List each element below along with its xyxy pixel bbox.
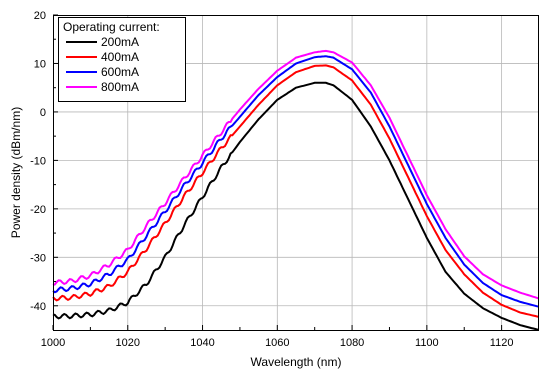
x-tick-label: 1060	[265, 337, 289, 349]
legend-title: Operating current:	[63, 20, 160, 34]
series-line-600mA	[52, 55, 539, 308]
legend-label-600mA: 600mA	[101, 65, 139, 79]
x-tick-label: 1080	[340, 337, 364, 349]
y-tick-label: -20	[30, 204, 46, 216]
series-line-200mA	[52, 81, 539, 331]
x-axis-title: Wavelength (nm)	[251, 355, 342, 369]
legend-label-800mA: 800mA	[101, 80, 139, 94]
series-line-800mA	[52, 49, 539, 300]
x-tick-label: 1020	[116, 337, 140, 349]
x-tick-label: 1000	[41, 337, 65, 349]
y-tick-label: 10	[34, 58, 46, 70]
x-tick-label: 1120	[490, 337, 514, 349]
series-line-400mA	[52, 64, 539, 318]
x-tick-labels: 1000 1020 1040 1060 1080 1100 1120	[41, 337, 514, 349]
y-tick-label: 20	[34, 10, 46, 22]
legend-box	[58, 17, 186, 102]
y-tick-label: 0	[40, 107, 46, 119]
y-tick-label: -10	[30, 155, 46, 167]
legend-label-400mA: 400mA	[101, 50, 139, 64]
y-tick-label: -30	[30, 252, 46, 264]
y-tick-labels: 20 10 0 -10 -20 -30 -40	[30, 10, 46, 313]
axis-ticks	[52, 14, 503, 330]
legend-label-200mA: 200mA	[101, 35, 139, 49]
y-tick-label: -40	[30, 301, 46, 313]
y-axis-title: Power density (dBm/nm)	[9, 107, 23, 238]
x-tick-label: 1100	[415, 337, 439, 349]
series-lines	[52, 49, 539, 331]
x-tick-label: 1040	[190, 337, 214, 349]
